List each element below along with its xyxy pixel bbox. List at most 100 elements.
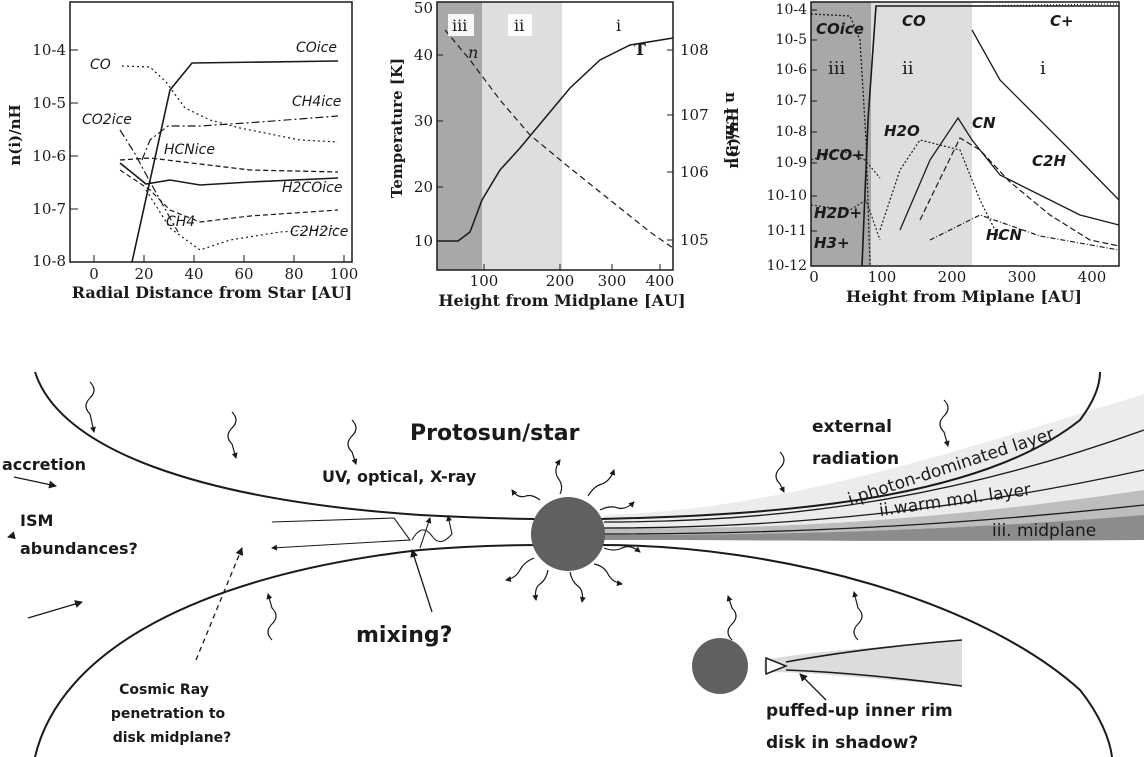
layer-label-midplane: iii. midplane <box>992 521 1096 541</box>
label-co-ice: COice <box>296 40 337 56</box>
curve-label-t: T <box>634 40 646 59</box>
panel1-ytick: 10-6 <box>32 147 66 165</box>
curve-cplus <box>959 3 1120 7</box>
disk-lower-surface <box>34 544 541 757</box>
curve-co-ice <box>131 60 339 263</box>
cosmic-ray-label-3: disk midplane? <box>113 730 232 746</box>
panel3-xtick: 300 <box>1008 268 1037 286</box>
label-h3: H3+ <box>814 234 850 252</box>
inset-rim-lower <box>785 669 963 687</box>
inset-star <box>692 638 748 694</box>
curve-h2d <box>810 199 881 241</box>
disk-upper-surface <box>34 371 541 520</box>
label-h2o: H2O <box>884 122 920 140</box>
disk-diagram: Protosun/star UV, optical, X-ray <box>2 371 1144 757</box>
inset-rim-triangle <box>765 656 789 676</box>
region-ii <box>482 2 562 270</box>
panel2-ytick-right: 107 <box>680 106 709 124</box>
region-label-ii: ii <box>902 58 914 79</box>
panel3-ytick: 10-8 <box>776 124 807 140</box>
panel2-xtick: 100 <box>470 272 499 290</box>
panel-temperature-density: 10 20 30 40 50 105 106 107 108 100 200 3… <box>388 0 740 310</box>
accretion-label: accretion <box>2 455 86 474</box>
panel2-ytick-left: 10 <box>414 232 433 250</box>
layer-warm-molecular <box>604 490 1144 535</box>
label-co: CO <box>902 12 926 30</box>
curve-hcn-ice <box>119 157 339 173</box>
layer-photon-dominated <box>604 394 1144 529</box>
panel3-xlabel: Height from Miplane [AU] <box>846 287 1082 306</box>
panel1-ytick: 10-4 <box>32 41 66 59</box>
curve-temperature <box>437 37 674 242</box>
panel2-ylabel-left: Temperature [K] <box>388 58 406 198</box>
panel1-ylabel: n(i)/nH <box>6 104 24 165</box>
panel3-ytick: 10-11 <box>767 223 807 239</box>
region-ii <box>871 2 972 266</box>
curve-co-ice <box>810 13 871 267</box>
panel3-xtick: 200 <box>938 268 967 286</box>
label-cplus: C+ <box>1050 12 1074 30</box>
curve-h2o <box>879 139 1001 241</box>
external-radiation-label-2: radiation <box>812 449 899 469</box>
curve-hcn <box>929 214 1120 251</box>
protostar <box>531 497 605 571</box>
curve-c2h <box>919 137 1120 247</box>
label-cn: CN <box>972 114 996 132</box>
panel1-frame <box>69 1 353 263</box>
cosmic-ray-label: Cosmic Ray <box>119 682 209 698</box>
panel1-ytick: 10-7 <box>32 200 66 218</box>
external-radiation-arrows <box>85 381 950 641</box>
label-hcn-ice: HCNice <box>164 142 215 158</box>
curve-label-n: n <box>468 43 478 62</box>
star-rays <box>505 459 641 603</box>
region-label-i: i <box>616 16 621 35</box>
rim-label: puffed-up inner rim <box>766 701 953 721</box>
panel3-ytick: 10-9 <box>776 155 807 171</box>
panel3-ytick: 10-5 <box>776 32 807 48</box>
external-radiation-label: external <box>812 417 892 437</box>
panel2-ytick-right: 108 <box>680 41 709 59</box>
panel-abundance-radial: 10-4 10-5 10-6 10-7 10-8 0 20 40 60 80 1… <box>6 1 358 302</box>
panel2-ytick-left: 50 <box>414 0 433 17</box>
panel2-ytick-left: 40 <box>414 46 433 64</box>
layer-midplane <box>604 515 1144 541</box>
curve-cn <box>899 116 1120 231</box>
rim-pointer <box>799 673 827 701</box>
panel3-ytick: 10-4 <box>776 2 808 18</box>
panel3-ytick: 10-6 <box>776 62 808 78</box>
panel3-ytick: 10-7 <box>776 93 807 109</box>
panel2-ylabel-right: n [cm-3] <box>722 92 740 164</box>
radiation-label: UV, optical, X-ray <box>322 467 477 486</box>
curve-ch4-gas <box>119 169 339 223</box>
label-co: CO <box>90 57 111 73</box>
panel3-ylabel: n(i)/nH <box>724 107 742 168</box>
curve-photo <box>971 29 1120 201</box>
panel2-ytick-left: 30 <box>414 112 433 130</box>
curve-hco <box>810 149 881 179</box>
panel2-ytick-right: 106 <box>680 163 709 181</box>
panel1-xtick: 0 <box>89 265 99 283</box>
label-ch4-ice: CH4ice <box>292 94 341 110</box>
panel3-frame <box>810 1 1120 267</box>
panel1-xtick: 80 <box>284 265 303 283</box>
label-hco: HCO+ <box>816 146 865 164</box>
ism-label: ISM <box>20 511 53 530</box>
label-h2co-ice: H2COice <box>282 180 342 196</box>
cosmic-ray-arrow <box>195 547 244 661</box>
panel-abundance-vertical: 10-4 10-5 10-6 10-7 10-8 10-9 10-10 10-1… <box>724 1 1120 306</box>
panel3-xtick: 0 <box>809 268 819 286</box>
region-label-iii: iii <box>828 58 846 79</box>
region-label-ii: ii <box>514 16 524 35</box>
label-co-ice: COice <box>816 20 864 38</box>
label-co2-ice: CO2ice <box>82 112 132 128</box>
panel2-ytick-right: 105 <box>680 231 709 249</box>
rim-label-2: disk in shadow? <box>766 733 918 753</box>
panel1-ytick: 10-5 <box>32 94 66 112</box>
label-c2h2-ice: C2H2ice <box>290 224 348 240</box>
mixing-flows <box>271 515 453 551</box>
panel2-ytick-left: 20 <box>414 178 433 196</box>
panel1-xlabel: Radial Distance from Star [AU] <box>72 283 352 302</box>
disk-upper-surface-right <box>599 371 1101 520</box>
curve-co-gas <box>861 5 1119 267</box>
